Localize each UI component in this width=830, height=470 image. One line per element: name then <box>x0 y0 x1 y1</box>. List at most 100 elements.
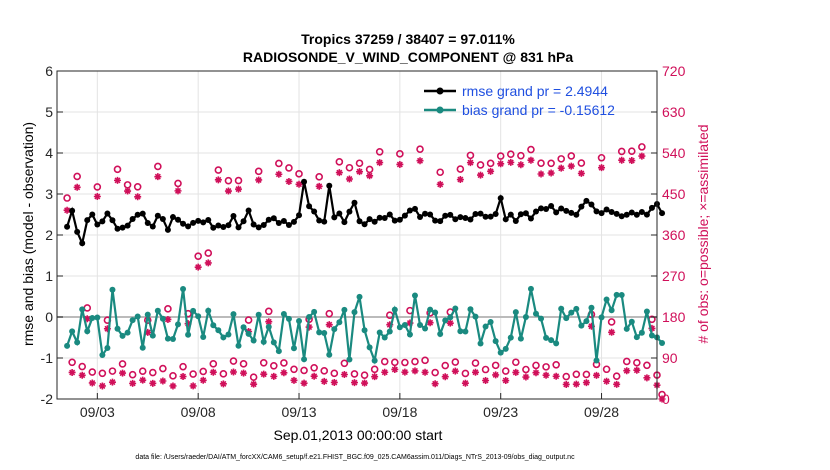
obs-possible-point <box>597 153 606 162</box>
bias-series-point <box>275 348 282 355</box>
obs-assimilated-point <box>623 367 631 375</box>
right-tick-label: 90 <box>662 350 678 366</box>
bias-series-point <box>417 321 424 328</box>
obs-assimilated-point <box>421 368 429 376</box>
obs-possible-point <box>436 168 444 177</box>
obs-assimilated-point <box>179 373 187 380</box>
left-tick-label: 3 <box>45 186 53 202</box>
rmse-series-point <box>437 218 444 225</box>
rmse-series-point <box>442 212 449 219</box>
rmse-series-point <box>109 217 116 224</box>
left-tick-label: 2 <box>45 227 53 243</box>
obs-possible-point <box>189 370 197 378</box>
rmse-series-point <box>613 210 620 217</box>
bias-series-point <box>154 307 161 314</box>
bias-series-point <box>321 330 328 337</box>
rmse-series-point <box>593 208 600 215</box>
obs-assimilated-point <box>103 325 111 333</box>
obs-assimilated-point <box>154 173 162 181</box>
bias-series-point <box>180 285 187 292</box>
rmse-series-point <box>311 208 318 215</box>
obs-assimilated-point <box>129 379 137 387</box>
rmse-series-point <box>633 211 640 218</box>
obs-assimilated-point <box>497 160 505 168</box>
rmse-series-point <box>220 223 227 230</box>
bias-series-point <box>538 315 545 322</box>
obs-possible-point <box>370 365 379 374</box>
obs-possible-point <box>617 147 626 156</box>
bias-series-point <box>260 338 267 345</box>
bias-series-point <box>366 344 373 351</box>
bias-series-point <box>285 315 292 322</box>
chart-title-line2: RADIOSONDE_V_WIND_COMPONENT @ 831 hPa <box>243 49 573 65</box>
rmse-series-point <box>336 210 343 217</box>
obs-possible-point <box>123 181 132 189</box>
bias-series-point <box>558 305 565 312</box>
obs-assimilated-point <box>517 161 525 169</box>
bias-series-point <box>134 313 141 320</box>
bias-series-point <box>290 345 297 352</box>
obs-assimilated-point <box>502 377 510 385</box>
obs-possible-point <box>98 369 107 378</box>
rmse-series-point <box>477 210 484 217</box>
obs-assimilated-point <box>78 371 86 379</box>
bias-series-point <box>543 334 550 341</box>
rmse-series-point <box>396 216 403 223</box>
obs-possible-point <box>476 161 485 169</box>
obs-possible-point <box>310 363 318 372</box>
obs-possible-point <box>93 183 102 191</box>
obs-assimilated-point <box>305 323 313 331</box>
bias-series-point <box>250 337 257 344</box>
grid <box>57 70 657 400</box>
rmse-series-point <box>190 219 197 226</box>
bias-series-point <box>643 308 650 315</box>
rmse-series-point <box>99 218 106 225</box>
rmse-series-point <box>265 216 272 223</box>
obs-assimilated-point <box>532 369 540 377</box>
obs-assimilated-point <box>628 157 636 165</box>
obs-possible-point <box>148 368 157 377</box>
bias-series-point <box>200 333 207 340</box>
legend: rmse grand pr = 2.4944 bias grand pr = -… <box>424 83 615 118</box>
rmse-series-point <box>74 228 81 235</box>
bias-series-point <box>487 318 494 325</box>
obs-possible-point <box>325 309 334 318</box>
rmse-series-point <box>401 212 408 219</box>
obs-possible-point <box>633 358 641 367</box>
obs-assimilated-point <box>461 379 469 387</box>
obs-possible-point <box>300 366 308 375</box>
obs-possible-point <box>431 368 439 377</box>
obs-assimilated-point <box>587 322 595 330</box>
obs-possible-point <box>643 361 651 370</box>
x-tick-label: 09/03 <box>80 404 115 420</box>
rmse-series-point <box>275 220 282 227</box>
right-tick-label: 540 <box>662 145 686 161</box>
rmse-series-point <box>290 218 297 225</box>
obs-assimilated-point <box>345 175 353 183</box>
bias-series-point <box>280 311 287 318</box>
obs-possible-point <box>501 367 510 375</box>
bias-series-point <box>104 345 111 352</box>
bias-series-point <box>457 328 464 335</box>
bias-series-point <box>129 317 136 324</box>
obs-assimilated-point <box>98 382 106 390</box>
obs-assimilated-point <box>144 328 152 336</box>
rmse-series-point <box>94 221 101 228</box>
rmse-series-point <box>659 210 666 217</box>
rmse-series-point <box>492 210 499 217</box>
obs-assimilated-point <box>270 372 278 380</box>
right-axis: 0 90 180 270 360 450 540 630 720 <box>651 63 686 407</box>
bias-series-point <box>74 339 81 346</box>
bias-series-point <box>603 296 610 303</box>
rmse-series-point <box>462 214 469 221</box>
obs-possible-point <box>350 370 359 378</box>
bias-series-point <box>497 349 504 356</box>
obs-assimilated-point <box>396 160 404 168</box>
obs-assimilated-point <box>603 377 611 385</box>
obs-assimilated-point <box>542 371 550 379</box>
obs-possible-point <box>451 358 460 366</box>
left-tick-label: -2 <box>41 391 54 407</box>
bias-series-point <box>472 313 479 320</box>
bias-series-point <box>94 314 101 321</box>
bias-series-point <box>109 286 116 293</box>
